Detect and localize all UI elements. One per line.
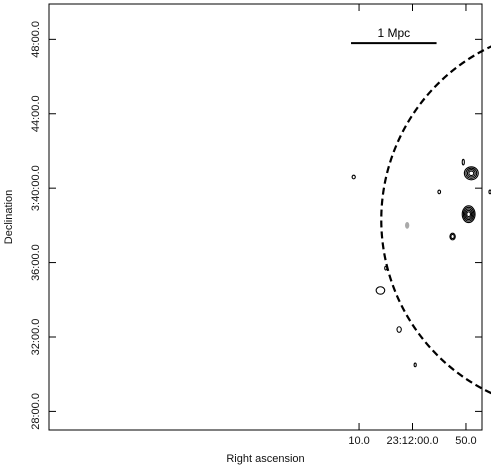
- contour-source: [449, 232, 456, 241]
- y-axis-ticks: 48:00.0 44:00.0 3:40:00.0 36:00.0 32:00.0 28:…: [30, 21, 482, 430]
- scale-bar: 1 Mpc: [351, 26, 437, 45]
- contour-level: [405, 222, 410, 229]
- contour-source: [413, 362, 417, 368]
- contour-level: [437, 189, 442, 195]
- contour-level: [466, 169, 476, 178]
- contour-level: [450, 233, 455, 240]
- contour-source: [463, 166, 479, 181]
- y-axis-label: Declination: [3, 190, 15, 244]
- y-tick-label: 36:00.0: [30, 244, 42, 281]
- x-tick-label: 23:12:00.0: [387, 435, 439, 447]
- scale-bar-label: 1 Mpc: [377, 26, 410, 40]
- x-tick-label: 10.0: [348, 435, 369, 447]
- plot-frame: [48, 3, 483, 431]
- contour-level: [351, 174, 356, 180]
- y-tick-label: 3:40:00.0: [30, 165, 42, 211]
- contour-source: [488, 189, 491, 195]
- contour-source: [351, 174, 356, 180]
- contour-level: [413, 362, 417, 368]
- contour-level: [462, 206, 475, 222]
- contour-source: [375, 286, 386, 295]
- y-tick-label: 32:00.0: [30, 319, 42, 356]
- contour-level: [449, 232, 456, 241]
- contour-source: [461, 158, 465, 166]
- contour-source: [437, 189, 442, 195]
- contour-level: [463, 208, 474, 221]
- contour-level: [488, 189, 491, 195]
- contour-level: [396, 326, 402, 333]
- contour-source: [396, 326, 402, 333]
- contour-level: [468, 170, 475, 177]
- contour-level: [466, 211, 472, 218]
- plot-frame-rect: [48, 3, 483, 431]
- contour-source: [461, 205, 476, 224]
- contour-level: [461, 158, 465, 166]
- contour-level: [465, 167, 478, 179]
- contour-source: [405, 222, 410, 229]
- x-axis-label: Right ascension: [226, 453, 304, 465]
- contour-level: [463, 166, 479, 181]
- y-tick-label: 44:00.0: [30, 95, 42, 132]
- contour-level: [465, 209, 473, 219]
- y-tick-label: 48:00.0: [30, 21, 42, 58]
- contour-level: [375, 286, 386, 295]
- x-tick-label: 50.0: [455, 435, 476, 447]
- x-axis-ticks: 10.023:12:00.050.040.030.020.010.011:00.…: [348, 4, 477, 447]
- y-tick-label: 28:00.0: [30, 393, 42, 430]
- contour-level: [461, 205, 476, 224]
